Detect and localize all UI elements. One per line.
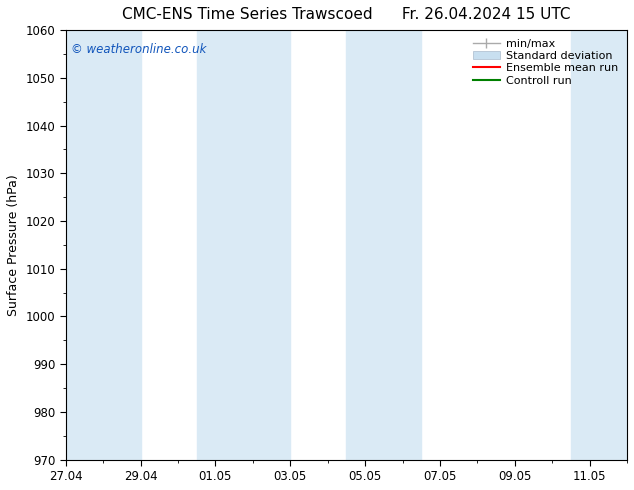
Title: CMC-ENS Time Series Trawscoed      Fr. 26.04.2024 15 UTC: CMC-ENS Time Series Trawscoed Fr. 26.04.… xyxy=(122,7,571,22)
Bar xyxy=(571,30,634,460)
Bar xyxy=(47,30,141,460)
Bar xyxy=(346,30,421,460)
Legend: min/max, Standard deviation, Ensemble mean run, Controll run: min/max, Standard deviation, Ensemble me… xyxy=(469,36,621,89)
Y-axis label: Surface Pressure (hPa): Surface Pressure (hPa) xyxy=(7,174,20,316)
Text: © weatheronline.co.uk: © weatheronline.co.uk xyxy=(71,43,207,56)
Bar xyxy=(197,30,290,460)
